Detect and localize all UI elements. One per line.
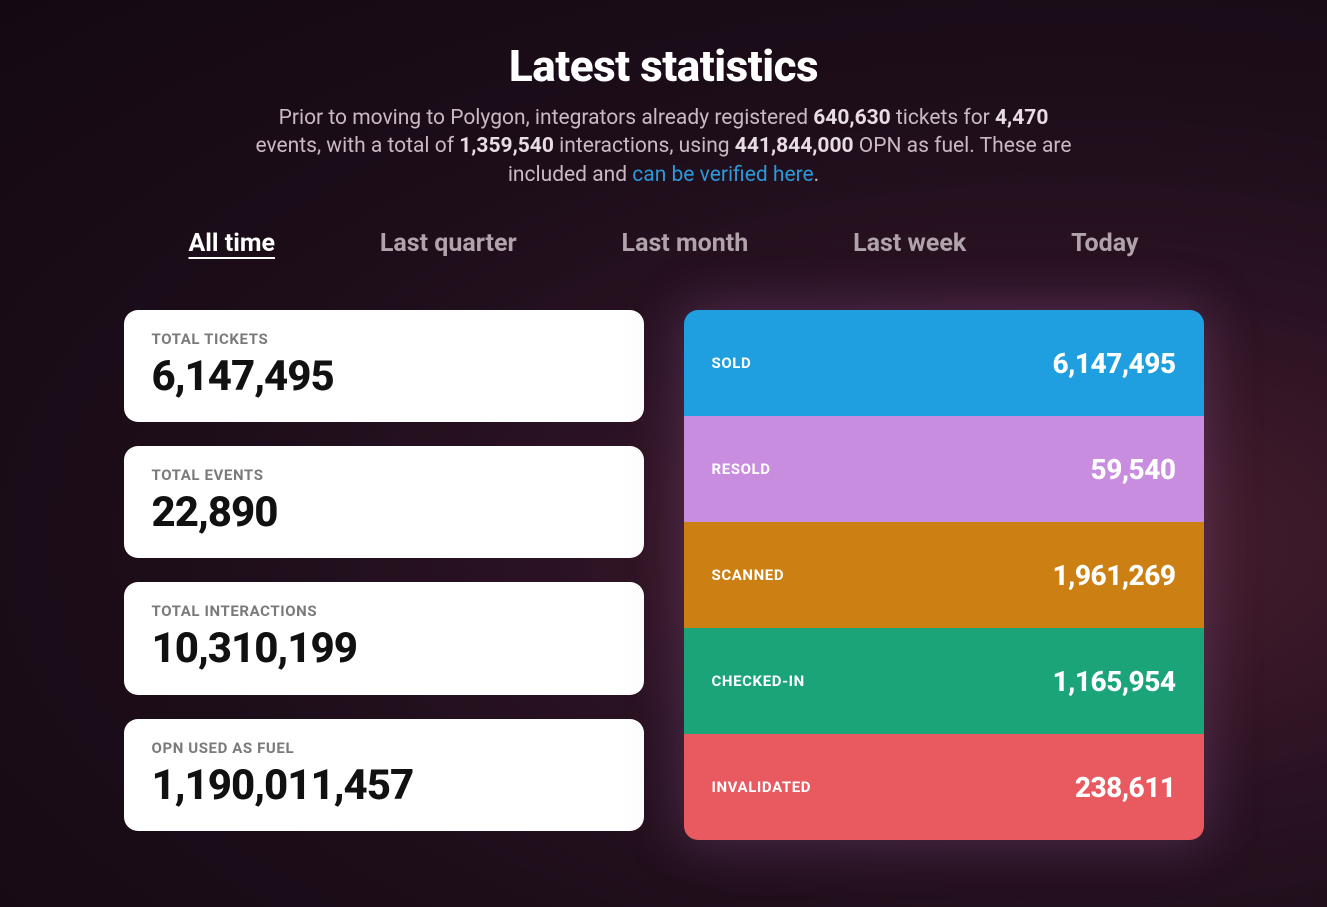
page-title: Latest statistics (100, 40, 1227, 92)
page-container: Latest statistics Prior to moving to Pol… (0, 0, 1327, 840)
stat-card-opn-fuel: OPN USED AS FUEL 1,190,011,457 (124, 719, 644, 831)
subtitle-opn-bold: 441,844,000 (735, 134, 854, 158)
stat-value: 1,190,011,457 (152, 763, 616, 809)
breakdown-value: 1,165,954 (1053, 665, 1176, 698)
breakdown-value: 238,611 (1075, 771, 1176, 804)
breakdown-row-resold: RESOLD 59,540 (684, 416, 1204, 522)
subtitle-tickets-bold: 640,630 (813, 106, 890, 130)
tab-last-quarter[interactable]: Last quarter (380, 229, 517, 260)
stat-value: 6,147,495 (152, 354, 616, 400)
breakdown-row-checked-in: CHECKED-IN 1,165,954 (684, 628, 1204, 734)
tab-last-week[interactable]: Last week (853, 229, 966, 260)
subtitle-text: interactions, using (554, 134, 735, 158)
stat-value: 10,310,199 (152, 626, 616, 672)
stat-card-total-tickets: TOTAL TICKETS 6,147,495 (124, 310, 644, 422)
tab-last-month[interactable]: Last month (622, 229, 749, 260)
totals-column: TOTAL TICKETS 6,147,495 TOTAL EVENTS 22,… (124, 310, 644, 840)
tab-all-time[interactable]: All time (189, 229, 275, 260)
subtitle-text: Prior to moving to Polygon, integrators … (279, 106, 814, 130)
subtitle-text: . (814, 163, 820, 187)
stat-value: 22,890 (152, 490, 616, 536)
page-subtitle: Prior to moving to Polygon, integrators … (249, 104, 1079, 189)
subtitle-text: events, with a total of (255, 134, 459, 158)
breakdown-row-scanned: SCANNED 1,961,269 (684, 522, 1204, 628)
breakdown-value: 1,961,269 (1053, 559, 1176, 592)
breakdown-label: SOLD (712, 354, 752, 372)
stat-card-total-interactions: TOTAL INTERACTIONS 10,310,199 (124, 582, 644, 694)
verify-link[interactable]: can be verified here (632, 163, 813, 187)
breakdown-label: SCANNED (712, 566, 785, 584)
subtitle-interactions-bold: 1,359,540 (459, 134, 554, 158)
breakdown-label: RESOLD (712, 460, 771, 478)
breakdown-row-sold: SOLD 6,147,495 (684, 310, 1204, 416)
breakdown-label: CHECKED-IN (712, 672, 805, 690)
subtitle-events-bold: 4,470 (995, 106, 1048, 130)
tab-today[interactable]: Today (1071, 229, 1138, 260)
subtitle-text: tickets for (891, 106, 995, 130)
breakdown-value: 6,147,495 (1053, 347, 1176, 380)
time-tabs: All time Last quarter Last month Last we… (159, 229, 1169, 260)
breakdown-value: 59,540 (1091, 453, 1176, 486)
stat-label: TOTAL INTERACTIONS (152, 602, 616, 620)
breakdown-column: SOLD 6,147,495 RESOLD 59,540 SCANNED 1,9… (684, 310, 1204, 840)
stat-label: TOTAL EVENTS (152, 466, 616, 484)
stats-grid: TOTAL TICKETS 6,147,495 TOTAL EVENTS 22,… (124, 310, 1204, 840)
header: Latest statistics Prior to moving to Pol… (100, 40, 1227, 189)
stat-label: TOTAL TICKETS (152, 330, 616, 348)
stat-card-total-events: TOTAL EVENTS 22,890 (124, 446, 644, 558)
breakdown-label: INVALIDATED (712, 778, 812, 796)
stat-label: OPN USED AS FUEL (152, 739, 616, 757)
breakdown-row-invalidated: INVALIDATED 238,611 (684, 734, 1204, 840)
